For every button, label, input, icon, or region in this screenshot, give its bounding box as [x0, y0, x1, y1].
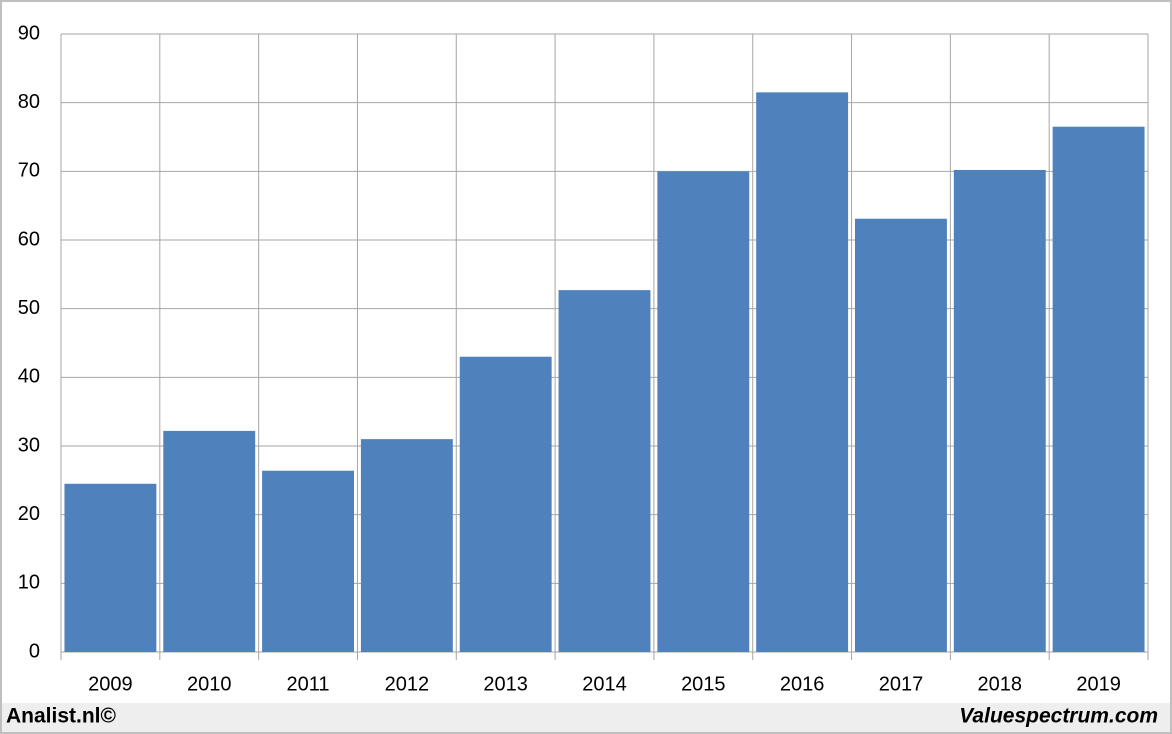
- bar: [459, 356, 552, 652]
- bar: [855, 218, 947, 653]
- footer-band: [2, 703, 1170, 732]
- x-tick-label: 2010: [187, 673, 232, 695]
- y-tick-label: 50: [18, 297, 40, 319]
- bar: [953, 169, 1046, 652]
- bar: [657, 171, 750, 653]
- x-tick-label: 2014: [582, 673, 627, 695]
- y-tick-label: 20: [18, 503, 40, 525]
- bar: [756, 92, 849, 652]
- x-tick-label: 2016: [780, 673, 825, 695]
- bar: [163, 430, 256, 652]
- bar: [360, 439, 453, 652]
- x-tick-label: 2013: [483, 673, 528, 695]
- bar: [64, 483, 157, 652]
- bar: [262, 470, 354, 652]
- x-tick-label: 2009: [88, 673, 133, 695]
- y-tick-label: 60: [18, 228, 40, 250]
- y-tick-label: 0: [29, 640, 40, 662]
- x-tick-label: 2019: [1076, 673, 1121, 695]
- x-tick-label: 2018: [978, 673, 1023, 695]
- x-tick-label: 2011: [287, 673, 330, 695]
- y-tick-label: 70: [18, 160, 40, 182]
- footer-right: Valuespectrum.com: [959, 705, 1158, 728]
- bar: [558, 290, 651, 652]
- y-tick-label: 90: [18, 22, 40, 44]
- x-tick-label: 2012: [385, 673, 430, 695]
- x-tick-label: 2017: [879, 673, 924, 695]
- y-tick-label: 80: [18, 91, 40, 113]
- y-tick-label: 40: [18, 366, 40, 388]
- y-tick-label: 30: [18, 434, 40, 456]
- bar: [1052, 126, 1145, 652]
- footer-left: Analist.nl©: [6, 705, 117, 728]
- y-tick-label: 10: [18, 572, 40, 594]
- x-tick-label: 2015: [681, 673, 726, 695]
